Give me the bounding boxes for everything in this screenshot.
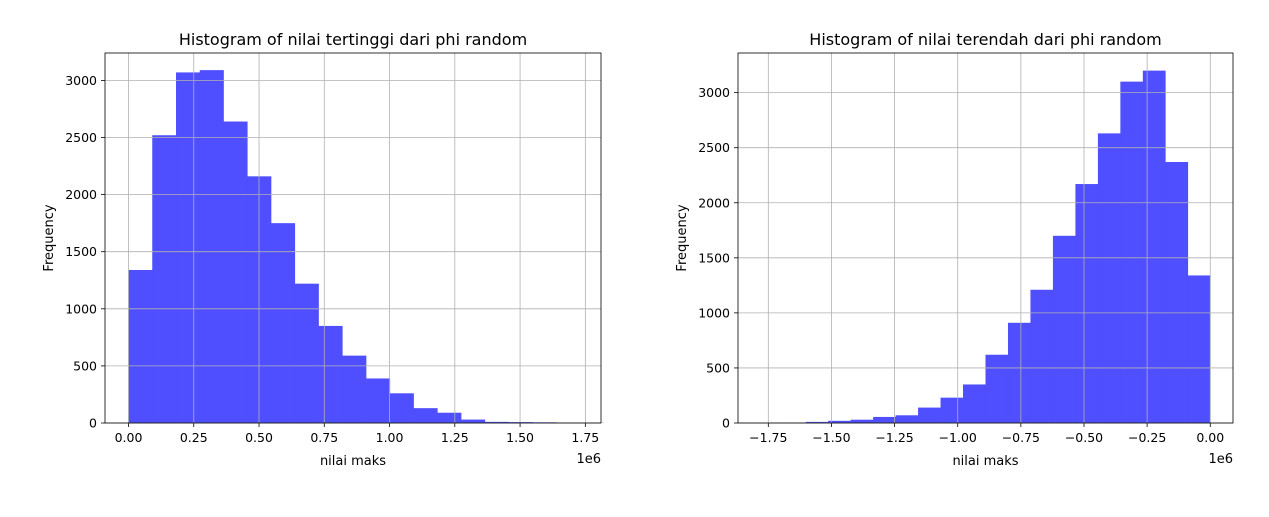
- histogram-bar: [1142, 70, 1166, 424]
- y-tick-label: 0: [722, 416, 730, 431]
- histogram-bar: [1052, 235, 1076, 423]
- y-tick-label: 3000: [698, 85, 730, 100]
- y-tick-label: 0: [89, 416, 97, 431]
- histogram-bar: [152, 135, 177, 423]
- x-tick-label: 1.00: [376, 430, 404, 445]
- histogram-bar: [918, 407, 941, 423]
- histogram-bar: [1007, 322, 1031, 423]
- x-axis-label: nilai maks: [320, 454, 386, 469]
- y-tick-label: 500: [706, 360, 730, 375]
- histogram-bar: [1030, 289, 1054, 423]
- histogram-bar: [1075, 184, 1099, 423]
- histogram-bar: [895, 415, 919, 423]
- x-tick-label: −1.25: [875, 430, 913, 445]
- y-tick-label: 2000: [65, 187, 97, 202]
- y-tick-label: 1500: [65, 244, 97, 259]
- histogram-bar: [176, 72, 201, 423]
- x-axis-ticks: −1.75 −1.50 −1.25 −1.00 −0.75 −0.50 −0.25 0.00: [749, 423, 1224, 445]
- chart-title: Histogram of nilai terendah dari phi ran…: [809, 30, 1161, 49]
- x-tick-label: 1.50: [506, 430, 534, 445]
- histogram-bar: [940, 397, 964, 423]
- x-tick-label: −1.50: [812, 430, 850, 445]
- x-tick-label: 0.50: [245, 430, 273, 445]
- x-tick-label: 0.00: [115, 430, 143, 445]
- y-axis-label: Frequency: [42, 204, 57, 271]
- x-tick-label: 0.75: [310, 430, 338, 445]
- histogram-max-values: 0.00 0.25 0.50 0.75 1.00 1.25 1.50 1.75 0 500 100…: [42, 30, 604, 469]
- histogram-bar: [1120, 81, 1144, 423]
- grid-lines: [105, 53, 601, 424]
- y-tick-label: 1500: [698, 250, 730, 265]
- histogram-bar: [223, 121, 248, 424]
- histogram-bar: [484, 421, 509, 423]
- y-axis-ticks: 0 500 1000 1500 2000 2500 3000: [698, 85, 738, 431]
- y-tick-label: 500: [73, 358, 97, 373]
- histogram-bar: [828, 420, 851, 423]
- chart-title: Histogram of nilai tertinggi dari phi ra…: [179, 30, 527, 49]
- histogram-bar: [294, 283, 319, 423]
- histogram-bar: [985, 354, 1009, 423]
- histogram-bars: [128, 70, 604, 424]
- y-tick-label: 3000: [65, 73, 97, 88]
- histogram-bar: [461, 419, 486, 423]
- plot-frame: [737, 52, 1234, 424]
- x-tick-label: −0.25: [1128, 430, 1166, 445]
- x-axis-offset-label: 1e6: [576, 452, 601, 467]
- x-axis-ticks: 0.00 0.25 0.50 0.75 1.00 1.25 1.50 1.75: [115, 423, 599, 445]
- histogram-bar: [1097, 133, 1121, 423]
- histogram-bar: [271, 223, 296, 423]
- x-tick-label: 1.75: [571, 430, 599, 445]
- x-tick-label: 1.25: [441, 430, 469, 445]
- x-tick-label: −1.00: [939, 430, 977, 445]
- histogram-bar: [199, 70, 224, 423]
- histogram-min-values: −1.75 −1.50 −1.25 −1.00 −0.75 −0.50 −0.25 0.00 …: [675, 30, 1234, 469]
- histogram-bar: [413, 408, 438, 423]
- histogram-bar: [850, 419, 874, 423]
- y-tick-label: 2000: [698, 195, 730, 210]
- y-axis-label: Frequency: [675, 204, 690, 271]
- histogram-bars: [760, 70, 1211, 424]
- x-axis-offset-label: 1e6: [1208, 452, 1233, 467]
- x-tick-label: −1.75: [749, 430, 787, 445]
- histogram-bar: [366, 378, 391, 423]
- histogram-bar: [508, 422, 533, 423]
- histogram-bar: [1165, 162, 1189, 423]
- y-axis-ticks: 0 500 1000 1500 2000 2500 3000: [65, 73, 105, 431]
- y-tick-label: 2500: [65, 130, 97, 145]
- plot-frame: [104, 52, 602, 424]
- histogram-bar: [128, 269, 153, 423]
- x-tick-label: 0.00: [1196, 430, 1224, 445]
- x-tick-label: 0.25: [180, 430, 208, 445]
- y-tick-label: 2500: [698, 140, 730, 155]
- histogram-bar: [1187, 275, 1211, 423]
- y-tick-label: 1000: [698, 305, 730, 320]
- histogram-bar: [437, 412, 462, 423]
- histogram-bar: [873, 416, 896, 423]
- x-axis-label: nilai maks: [952, 454, 1018, 469]
- x-tick-label: −0.75: [1002, 430, 1040, 445]
- histogram-bar: [963, 384, 986, 423]
- y-tick-label: 1000: [65, 301, 97, 316]
- histogram-bar: [389, 393, 414, 423]
- histogram-bar: [342, 355, 367, 423]
- x-tick-label: −0.50: [1065, 430, 1103, 445]
- histogram-bar: [805, 421, 829, 423]
- histogram-bar: [318, 325, 343, 423]
